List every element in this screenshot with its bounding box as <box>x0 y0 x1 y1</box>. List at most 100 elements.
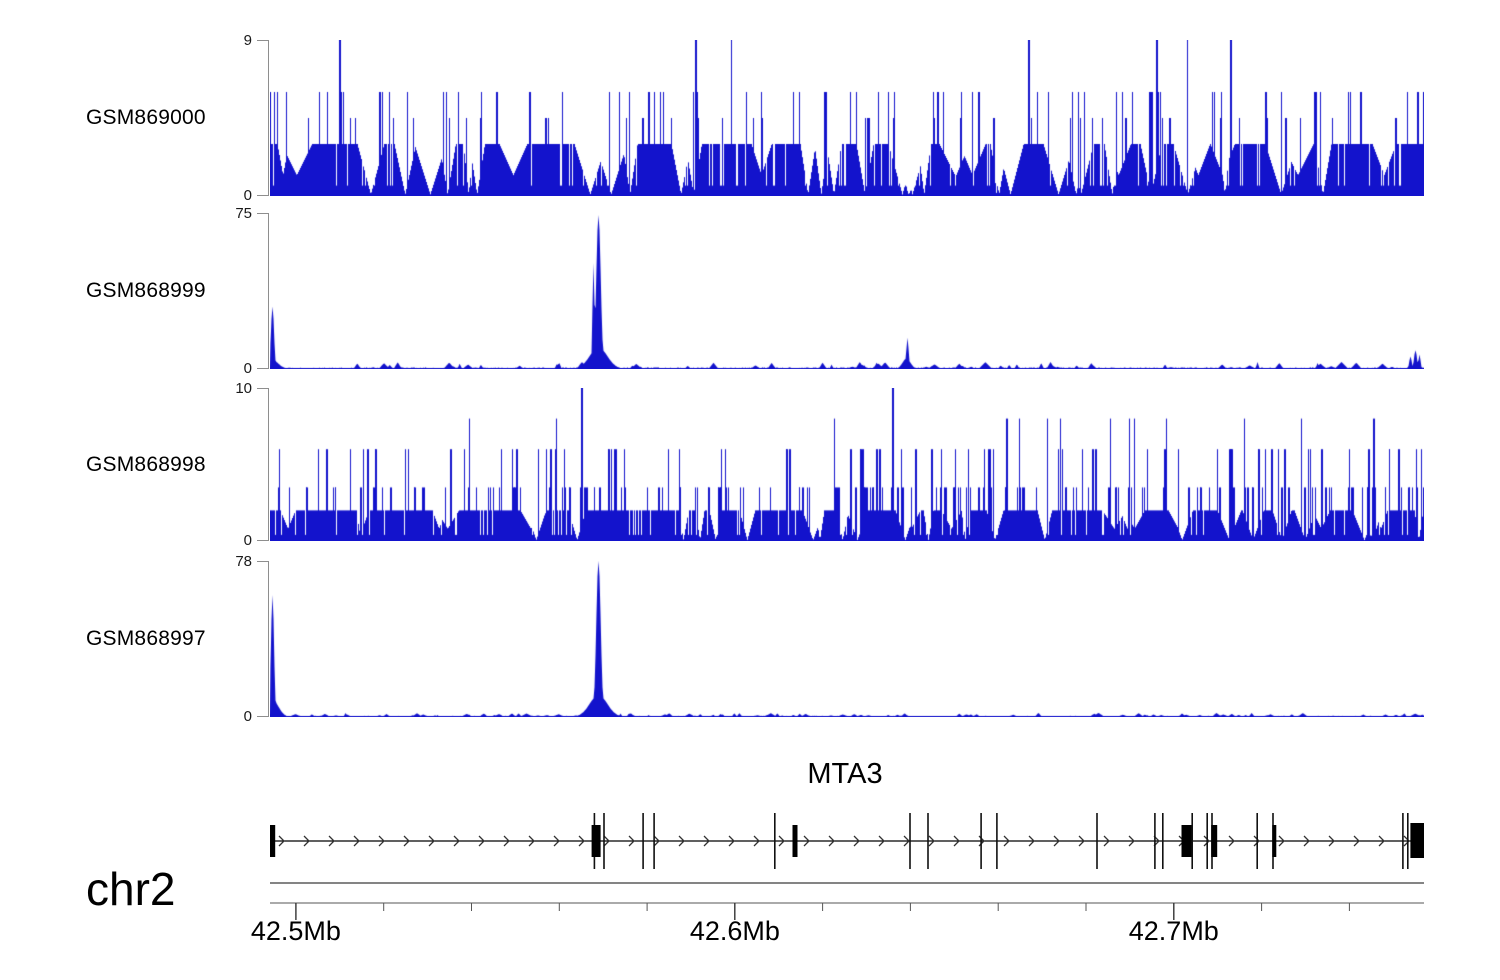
gene-exon <box>996 813 998 869</box>
strand-arrow-icon <box>628 835 635 847</box>
gene-exon <box>909 813 911 869</box>
y-axis-top-tick <box>257 388 268 389</box>
strand-arrow-icon <box>653 835 660 847</box>
gene-exon <box>1402 813 1404 869</box>
y-axis-min-label: 0 <box>243 187 252 204</box>
strand-arrow-icon <box>278 835 285 847</box>
gene-model <box>270 813 1424 869</box>
strand-arrow-icon <box>503 835 510 847</box>
strand-arrow-icon <box>1228 835 1235 847</box>
strand-arrow-icon <box>1003 835 1010 847</box>
gene-exon <box>980 813 982 869</box>
gene-exon <box>270 825 276 857</box>
gene-exon <box>1211 825 1218 857</box>
y-axis-bottom-tick <box>257 540 268 541</box>
y-axis-bottom-tick <box>257 368 268 369</box>
gene-exon <box>774 813 776 869</box>
ruler-tick-label: 42.7Mb <box>1128 916 1219 946</box>
gene-exon <box>1154 813 1156 869</box>
strand-arrow-icon <box>553 835 560 847</box>
strand-arrow-icon <box>803 835 810 847</box>
strand-arrow-icon <box>1203 835 1210 847</box>
y-axis-max-label: 75 <box>235 205 252 222</box>
strand-arrow-icon <box>678 835 685 847</box>
y-axis-line <box>268 40 269 196</box>
gene-exon <box>1096 813 1098 869</box>
track-label: GSM869000 <box>86 106 206 129</box>
track-label: GSM868999 <box>86 279 206 302</box>
strand-arrow-icon <box>828 835 835 847</box>
strand-arrow-icon <box>1328 835 1335 847</box>
y-axis-line <box>268 561 269 717</box>
signal-track-gsm868998: GSM868998 10 0 <box>86 380 1424 549</box>
track-label: GSM868998 <box>86 452 206 476</box>
strand-arrow-icon <box>1253 835 1260 847</box>
track-label: GSM868997 <box>86 627 206 650</box>
y-axis-bottom-tick <box>257 716 268 717</box>
strand-arrow-icon <box>1403 835 1410 847</box>
gene-exon <box>603 813 605 869</box>
strand-arrow-icon <box>1028 835 1035 847</box>
gene-exon <box>1256 813 1258 869</box>
y-axis-top-tick <box>257 213 268 214</box>
strand-arrow-icon <box>403 835 410 847</box>
gene-exon <box>1191 813 1193 869</box>
strand-arrow-icon <box>853 835 860 847</box>
gene-exon <box>792 825 798 857</box>
strand-arrow-icon <box>453 835 460 847</box>
chromosome-label: chr2 <box>86 863 176 915</box>
strand-arrow-icon <box>478 835 485 847</box>
gene-exon <box>1272 825 1277 857</box>
strand-arrow-icon <box>1078 835 1085 847</box>
strand-arrow-icon <box>903 835 910 847</box>
y-axis-bottom-tick <box>257 195 268 196</box>
signal-track-gsm869000: GSM869000 9 0 <box>86 32 1424 204</box>
strand-arrow-icon <box>328 835 335 847</box>
gene-name-label: MTA3 <box>807 758 883 790</box>
strand-arrow-icon <box>953 835 960 847</box>
strand-arrow-icon <box>703 835 710 847</box>
strand-arrow-icon <box>1378 835 1385 847</box>
gene-exon <box>1206 813 1208 869</box>
y-axis-min-label: 0 <box>243 708 252 725</box>
strand-arrow-icon <box>878 835 885 847</box>
gene-exon <box>642 813 644 869</box>
gene-exon <box>591 825 601 857</box>
signal-plot-canvas <box>270 40 1424 196</box>
y-axis-min-label: 0 <box>243 532 252 549</box>
strand-arrow-icon <box>1278 835 1285 847</box>
y-axis-max-label: 10 <box>235 380 252 397</box>
ruler-tick-label: 42.6Mb <box>689 916 780 946</box>
gene-exon <box>1410 823 1424 858</box>
strand-arrow-icon <box>528 835 535 847</box>
ruler-tick-label: 42.5Mb <box>250 916 341 946</box>
gene-exon <box>1407 813 1409 869</box>
strand-arrow-icon <box>1128 835 1135 847</box>
strand-arrow-icon <box>1053 835 1060 847</box>
signal-plot-canvas <box>270 388 1424 541</box>
signal-plot-canvas <box>270 213 1424 369</box>
y-axis-line <box>268 388 269 541</box>
strand-arrow-icon <box>378 835 385 847</box>
y-axis-line <box>268 213 269 369</box>
strand-arrow-icon <box>1353 835 1360 847</box>
y-axis-top-tick <box>257 561 268 562</box>
signal-plot-canvas <box>270 561 1424 717</box>
y-axis-max-label: 9 <box>243 32 252 49</box>
strand-arrow-icon <box>753 835 760 847</box>
coordinate-ruler <box>270 882 1424 920</box>
gene-exon <box>927 813 929 869</box>
gene-exon <box>1181 825 1193 857</box>
strand-arrow-icon <box>578 835 585 847</box>
strand-arrow-icon <box>303 835 310 847</box>
strand-arrow-icon <box>428 835 435 847</box>
signal-track-gsm868997: GSM868997 78 0 <box>86 553 1424 725</box>
y-axis-max-label: 78 <box>235 553 252 570</box>
strand-arrow-icon <box>353 835 360 847</box>
signal-track-gsm868999: GSM868999 75 0 <box>86 205 1424 377</box>
strand-arrow-icon <box>603 835 610 847</box>
gene-exon <box>653 813 655 869</box>
strand-arrow-icon <box>1103 835 1110 847</box>
strand-arrow-icon <box>928 835 935 847</box>
